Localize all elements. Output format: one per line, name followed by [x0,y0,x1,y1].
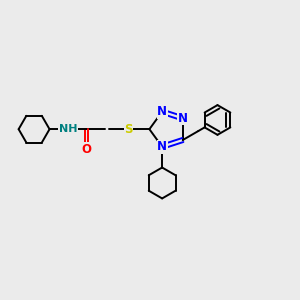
Text: NH: NH [59,124,77,134]
Text: N: N [157,140,167,153]
Text: N: N [178,112,188,125]
Text: N: N [157,105,167,118]
Text: O: O [81,142,92,156]
Text: S: S [124,123,133,136]
